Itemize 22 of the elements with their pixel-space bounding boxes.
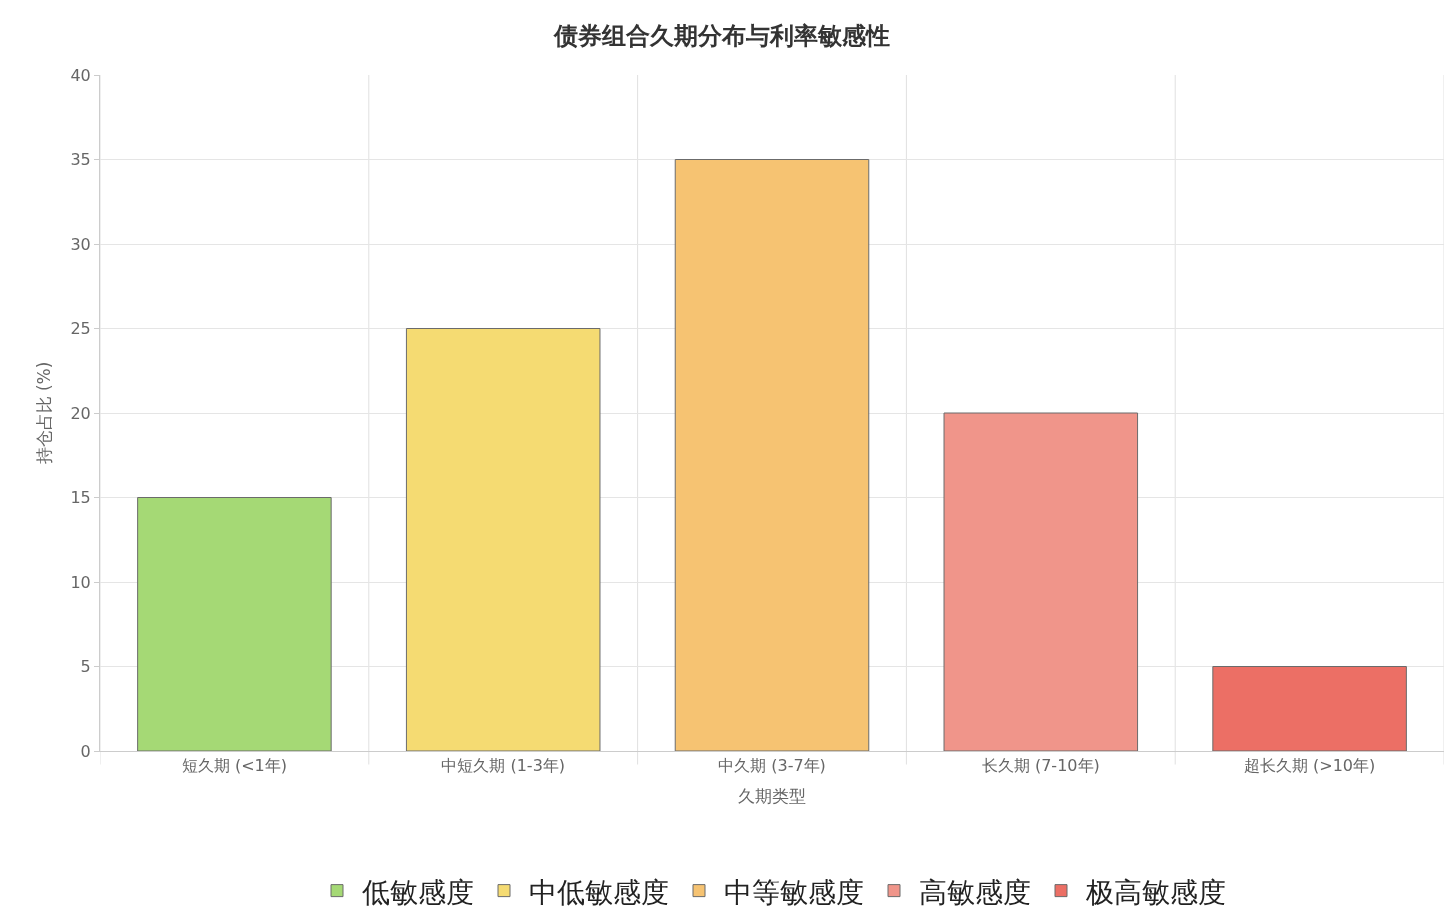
legend-label: 中等敏感度 (724, 875, 864, 909)
y-tick-label: 10 (70, 572, 91, 592)
y-tick-label: 0 (80, 741, 91, 761)
x-tick-label: 中久期 (3-7年) (718, 756, 826, 776)
legend-label: 高敏感度 (919, 875, 1031, 909)
legend-label: 中低敏感度 (529, 875, 669, 909)
y-tick-label: 25 (70, 319, 91, 339)
y-tick-label: 35 (70, 150, 91, 170)
y-axis-title: 持仓占比 (%) (33, 361, 54, 465)
chart-title: 债券组合久期分布与利率敏感性 (553, 22, 890, 51)
y-tick-label: 30 (70, 234, 91, 254)
legend-label: 低敏感度 (362, 875, 474, 909)
y-tick-label: 40 (70, 65, 91, 85)
y-tick-label: 15 (70, 488, 91, 508)
x-tick-label: 中短久期 (1-3年) (441, 756, 566, 776)
y-tick-label: 20 (70, 403, 91, 423)
x-tick-label: 短久期 (<1年) (181, 756, 287, 776)
x-tick-label: 长久期 (7-10年) (981, 756, 1100, 776)
y-tick-label: 5 (80, 657, 91, 677)
x-tick-label: 超长久期 (>10年) (1243, 756, 1376, 776)
legend-label: 极高敏感度 (1085, 875, 1226, 909)
x-axis-title: 久期类型 (738, 785, 806, 806)
